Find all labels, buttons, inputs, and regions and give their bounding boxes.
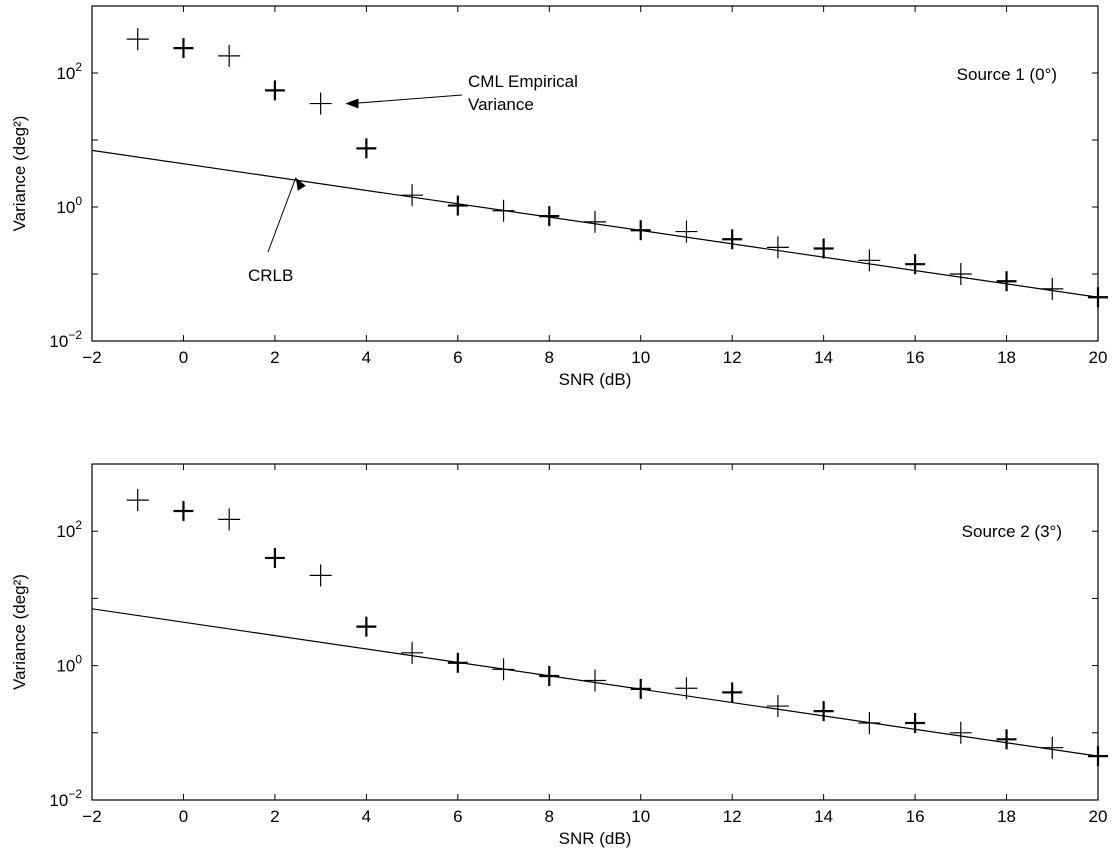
y-axis-label: Variance (deg²) bbox=[10, 116, 29, 232]
x-tick-label: 4 bbox=[362, 348, 371, 367]
x-tick-label: 8 bbox=[545, 348, 554, 367]
data-point bbox=[813, 701, 834, 722]
crlb-line bbox=[91, 149, 1099, 298]
annotation-arrowhead bbox=[345, 98, 359, 109]
annotation-arrow bbox=[267, 177, 297, 253]
data-point bbox=[126, 489, 149, 512]
data-point bbox=[858, 249, 881, 272]
data-point bbox=[173, 38, 194, 59]
data-point bbox=[264, 80, 285, 101]
x-tick-label: −2 bbox=[82, 807, 101, 826]
data-point bbox=[218, 508, 241, 531]
x-tick-label: 20 bbox=[1089, 807, 1108, 826]
data-point bbox=[356, 138, 377, 159]
data-point bbox=[766, 695, 789, 718]
y-axis-label: Variance (deg²) bbox=[10, 574, 29, 690]
data-point bbox=[949, 263, 972, 285]
data-point bbox=[996, 729, 1017, 750]
y-tick-label: 102 bbox=[56, 518, 82, 541]
data-point bbox=[949, 721, 972, 744]
x-tick-label: 20 bbox=[1089, 348, 1108, 367]
x-tick-label: 2 bbox=[270, 807, 279, 826]
annotation-arrow bbox=[351, 94, 463, 105]
data-point bbox=[584, 210, 606, 233]
data-point bbox=[1041, 277, 1064, 300]
x-axis-label: SNR (dB) bbox=[559, 829, 632, 848]
chart-source-1: −2 0 2 4 6 8 10 12 14 16 18 20 10−2 100 102 SNR (dB) Var… bbox=[10, 5, 1108, 389]
x-tick-label: 2 bbox=[270, 348, 279, 367]
x-tick-label: 6 bbox=[453, 348, 462, 367]
data-point bbox=[264, 547, 285, 568]
data-point bbox=[584, 669, 606, 692]
x-tick-label: 16 bbox=[906, 807, 925, 826]
x-tick-label: 0 bbox=[179, 807, 188, 826]
data-point bbox=[218, 44, 241, 67]
y-tick-label: 100 bbox=[56, 653, 82, 676]
crlb-line bbox=[91, 608, 1099, 757]
plot-frame bbox=[91, 5, 1099, 342]
data-point bbox=[309, 92, 332, 115]
y-tick-label: 100 bbox=[56, 194, 82, 217]
data-point bbox=[722, 682, 743, 703]
annotation-arrowhead bbox=[295, 177, 306, 191]
data-point bbox=[173, 500, 194, 521]
data-point bbox=[126, 28, 149, 51]
data-point bbox=[309, 564, 332, 587]
x-tick-label: 14 bbox=[814, 807, 833, 826]
x-tick-label: 12 bbox=[723, 348, 742, 367]
cml-annotation: CML Empirical Variance bbox=[468, 72, 578, 114]
x-axis-label: SNR (dB) bbox=[559, 370, 632, 389]
data-point bbox=[401, 184, 424, 207]
x-tick-label: 18 bbox=[997, 807, 1016, 826]
x-tick-label: 8 bbox=[545, 807, 554, 826]
data-point bbox=[996, 271, 1017, 292]
data-point bbox=[813, 238, 834, 259]
x-tick-label: 14 bbox=[814, 348, 833, 367]
y-tick-label: 102 bbox=[56, 60, 82, 83]
y-tick-label: 10−2 bbox=[49, 328, 82, 351]
chart-source-2: −2 0 2 4 6 8 10 12 14 16 18 20 10−2 100 102 SNR (dB) Var… bbox=[10, 463, 1108, 848]
plot-frame bbox=[91, 463, 1099, 801]
x-tick-label: 0 bbox=[179, 348, 188, 367]
data-point bbox=[722, 229, 743, 250]
x-tick-label: 18 bbox=[997, 348, 1016, 367]
data-point bbox=[401, 641, 424, 664]
x-tick-label: 6 bbox=[453, 807, 462, 826]
panel-title: Source 2 (3°) bbox=[962, 522, 1062, 541]
data-point bbox=[675, 220, 698, 243]
crlb-annotation: CRLB bbox=[248, 266, 293, 285]
data-point bbox=[1041, 736, 1064, 759]
x-tick-label: 10 bbox=[631, 807, 650, 826]
data-point bbox=[356, 616, 377, 637]
data-point bbox=[447, 195, 468, 216]
x-tick-label: 16 bbox=[906, 348, 925, 367]
x-tick-label: 10 bbox=[631, 348, 650, 367]
y-tick-label: 10−2 bbox=[49, 787, 82, 810]
panel-title: Source 1 (0°) bbox=[957, 65, 1057, 84]
x-tick-label: −2 bbox=[82, 348, 101, 367]
x-tick-label: 12 bbox=[723, 807, 742, 826]
data-point bbox=[766, 236, 789, 259]
x-tick-label: 4 bbox=[362, 807, 371, 826]
